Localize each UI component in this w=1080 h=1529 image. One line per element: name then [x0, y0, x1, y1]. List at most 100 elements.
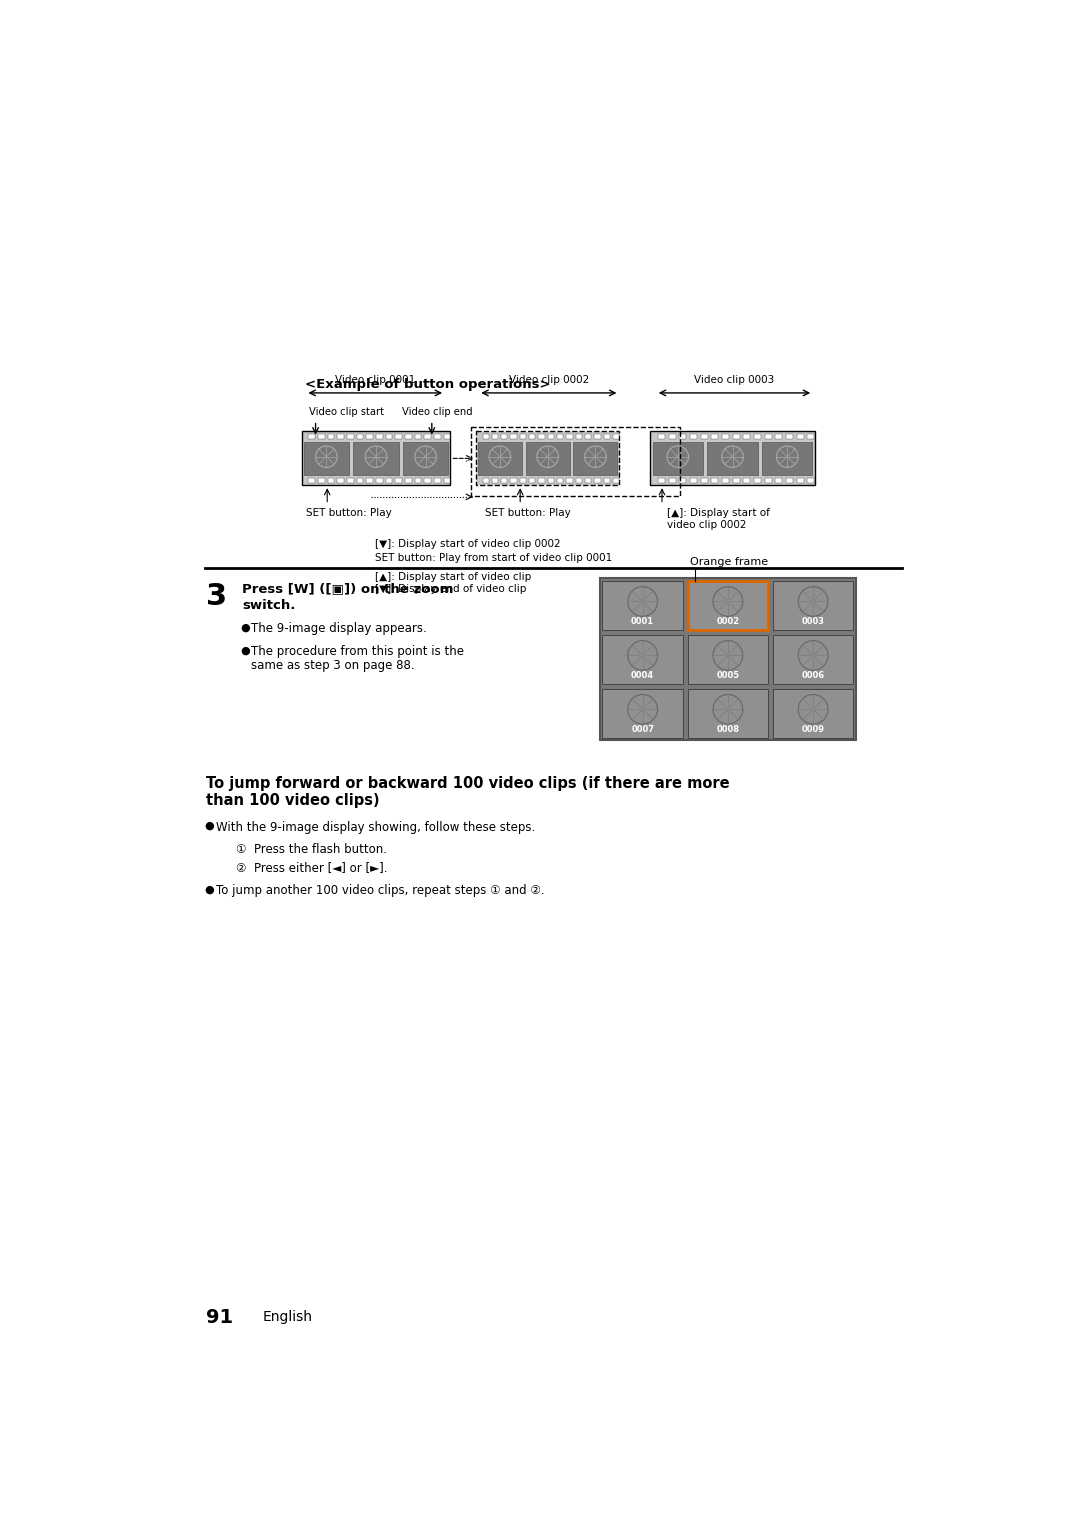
Bar	[347, 477, 353, 483]
Bar	[604, 477, 610, 483]
Bar	[807, 477, 814, 483]
Circle shape	[499, 456, 501, 459]
Bar	[712, 434, 718, 439]
Bar	[688, 688, 768, 739]
Bar	[476, 431, 619, 485]
Bar	[415, 434, 421, 439]
Text: Orange frame: Orange frame	[689, 557, 768, 567]
Bar	[511, 477, 516, 483]
Text: 0006: 0006	[801, 671, 825, 679]
Text: SET button: Play from start of video clip 0001: SET button: Play from start of video cli…	[375, 553, 612, 563]
Bar	[762, 442, 812, 476]
Text: ●: ●	[205, 821, 215, 832]
Bar	[612, 434, 619, 439]
Bar	[529, 477, 536, 483]
Bar	[501, 477, 508, 483]
Bar	[775, 434, 782, 439]
Bar	[603, 581, 683, 630]
Text: 0004: 0004	[631, 671, 654, 679]
Text: <Example of button operations>: <Example of button operations>	[305, 378, 551, 390]
Bar	[548, 477, 554, 483]
Circle shape	[726, 599, 730, 604]
Text: 0002: 0002	[716, 616, 740, 625]
Text: Video clip 0001: Video clip 0001	[335, 375, 416, 385]
Bar	[688, 635, 768, 683]
Bar	[721, 477, 729, 483]
Bar	[395, 434, 402, 439]
Bar	[773, 688, 853, 739]
Circle shape	[731, 456, 733, 459]
Text: ●: ●	[241, 622, 251, 633]
Bar	[721, 434, 729, 439]
Bar	[557, 477, 564, 483]
Bar	[604, 434, 610, 439]
Text: Video clip end: Video clip end	[403, 407, 473, 417]
Bar	[650, 431, 814, 485]
Bar	[309, 434, 315, 439]
Circle shape	[640, 653, 645, 657]
Bar	[491, 434, 498, 439]
Circle shape	[375, 456, 377, 459]
Bar	[366, 477, 373, 483]
Bar	[548, 434, 554, 439]
Bar	[483, 434, 489, 439]
Text: 91: 91	[206, 1307, 233, 1327]
Text: ●: ●	[241, 645, 251, 656]
Bar	[701, 434, 707, 439]
Bar	[301, 431, 450, 485]
Bar	[483, 477, 489, 483]
Bar	[612, 477, 619, 483]
Bar	[688, 581, 768, 630]
Text: To jump forward or backward 100 video clips (if there are more: To jump forward or backward 100 video cl…	[206, 777, 730, 792]
Bar	[797, 434, 804, 439]
Bar	[566, 434, 572, 439]
Bar	[786, 477, 793, 483]
Bar	[405, 434, 411, 439]
Bar	[318, 434, 325, 439]
Text: With the 9-image display showing, follow these steps.: With the 9-image display showing, follow…	[216, 821, 535, 833]
Text: switch.: switch.	[242, 599, 295, 612]
Bar	[327, 477, 334, 483]
Bar	[658, 477, 665, 483]
Bar	[594, 434, 600, 439]
Bar	[529, 434, 536, 439]
Bar	[585, 477, 591, 483]
Bar	[327, 434, 334, 439]
Bar	[501, 434, 508, 439]
Text: 0001: 0001	[631, 616, 654, 625]
Bar	[538, 477, 544, 483]
Bar	[573, 442, 618, 476]
Bar	[600, 578, 855, 740]
Bar	[732, 434, 740, 439]
Text: 0003: 0003	[801, 616, 825, 625]
Bar	[511, 434, 516, 439]
Bar	[786, 434, 793, 439]
Bar	[603, 635, 683, 683]
Circle shape	[726, 706, 730, 711]
Circle shape	[676, 456, 679, 459]
Bar	[585, 434, 591, 439]
Text: 3: 3	[206, 583, 228, 612]
Bar	[773, 635, 853, 683]
Bar	[765, 477, 772, 483]
Text: [▲]: Display start of
video clip 0002: [▲]: Display start of video clip 0002	[666, 509, 770, 531]
Bar	[557, 434, 564, 439]
Bar	[434, 434, 441, 439]
Text: Video clip start: Video clip start	[309, 407, 384, 417]
Circle shape	[424, 456, 427, 459]
Text: 0005: 0005	[716, 671, 740, 679]
Circle shape	[811, 653, 815, 657]
Bar	[491, 477, 498, 483]
Bar	[690, 434, 697, 439]
Bar	[318, 477, 325, 483]
Text: SET button: Play: SET button: Play	[306, 509, 391, 518]
Text: ●: ●	[205, 884, 215, 894]
Bar	[594, 477, 600, 483]
Text: The procedure from this point is the: The procedure from this point is the	[252, 645, 464, 659]
Bar	[376, 434, 382, 439]
Bar	[690, 477, 697, 483]
Bar	[444, 477, 450, 483]
Bar	[712, 477, 718, 483]
Bar	[424, 477, 431, 483]
Bar	[773, 581, 853, 630]
